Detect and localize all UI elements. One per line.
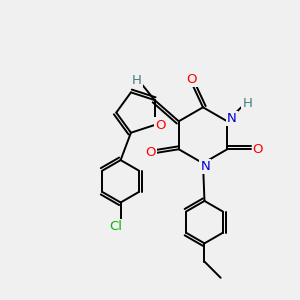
- Text: N: N: [227, 112, 236, 125]
- Text: Cl: Cl: [110, 220, 123, 233]
- Text: O: O: [253, 143, 263, 156]
- Text: O: O: [155, 118, 166, 131]
- Text: O: O: [145, 146, 155, 159]
- Text: H: H: [132, 74, 142, 87]
- Text: O: O: [186, 74, 196, 86]
- Text: H: H: [242, 97, 252, 110]
- Text: N: N: [200, 160, 210, 173]
